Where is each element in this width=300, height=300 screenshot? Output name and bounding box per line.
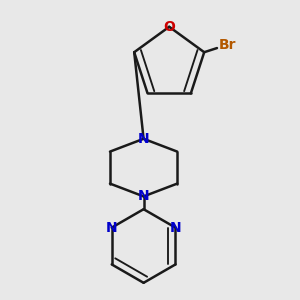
Text: N: N	[106, 220, 118, 235]
Text: N: N	[138, 132, 149, 146]
Text: Br: Br	[218, 38, 236, 52]
Text: N: N	[170, 220, 181, 235]
Text: N: N	[138, 189, 149, 203]
Text: O: O	[163, 20, 175, 34]
